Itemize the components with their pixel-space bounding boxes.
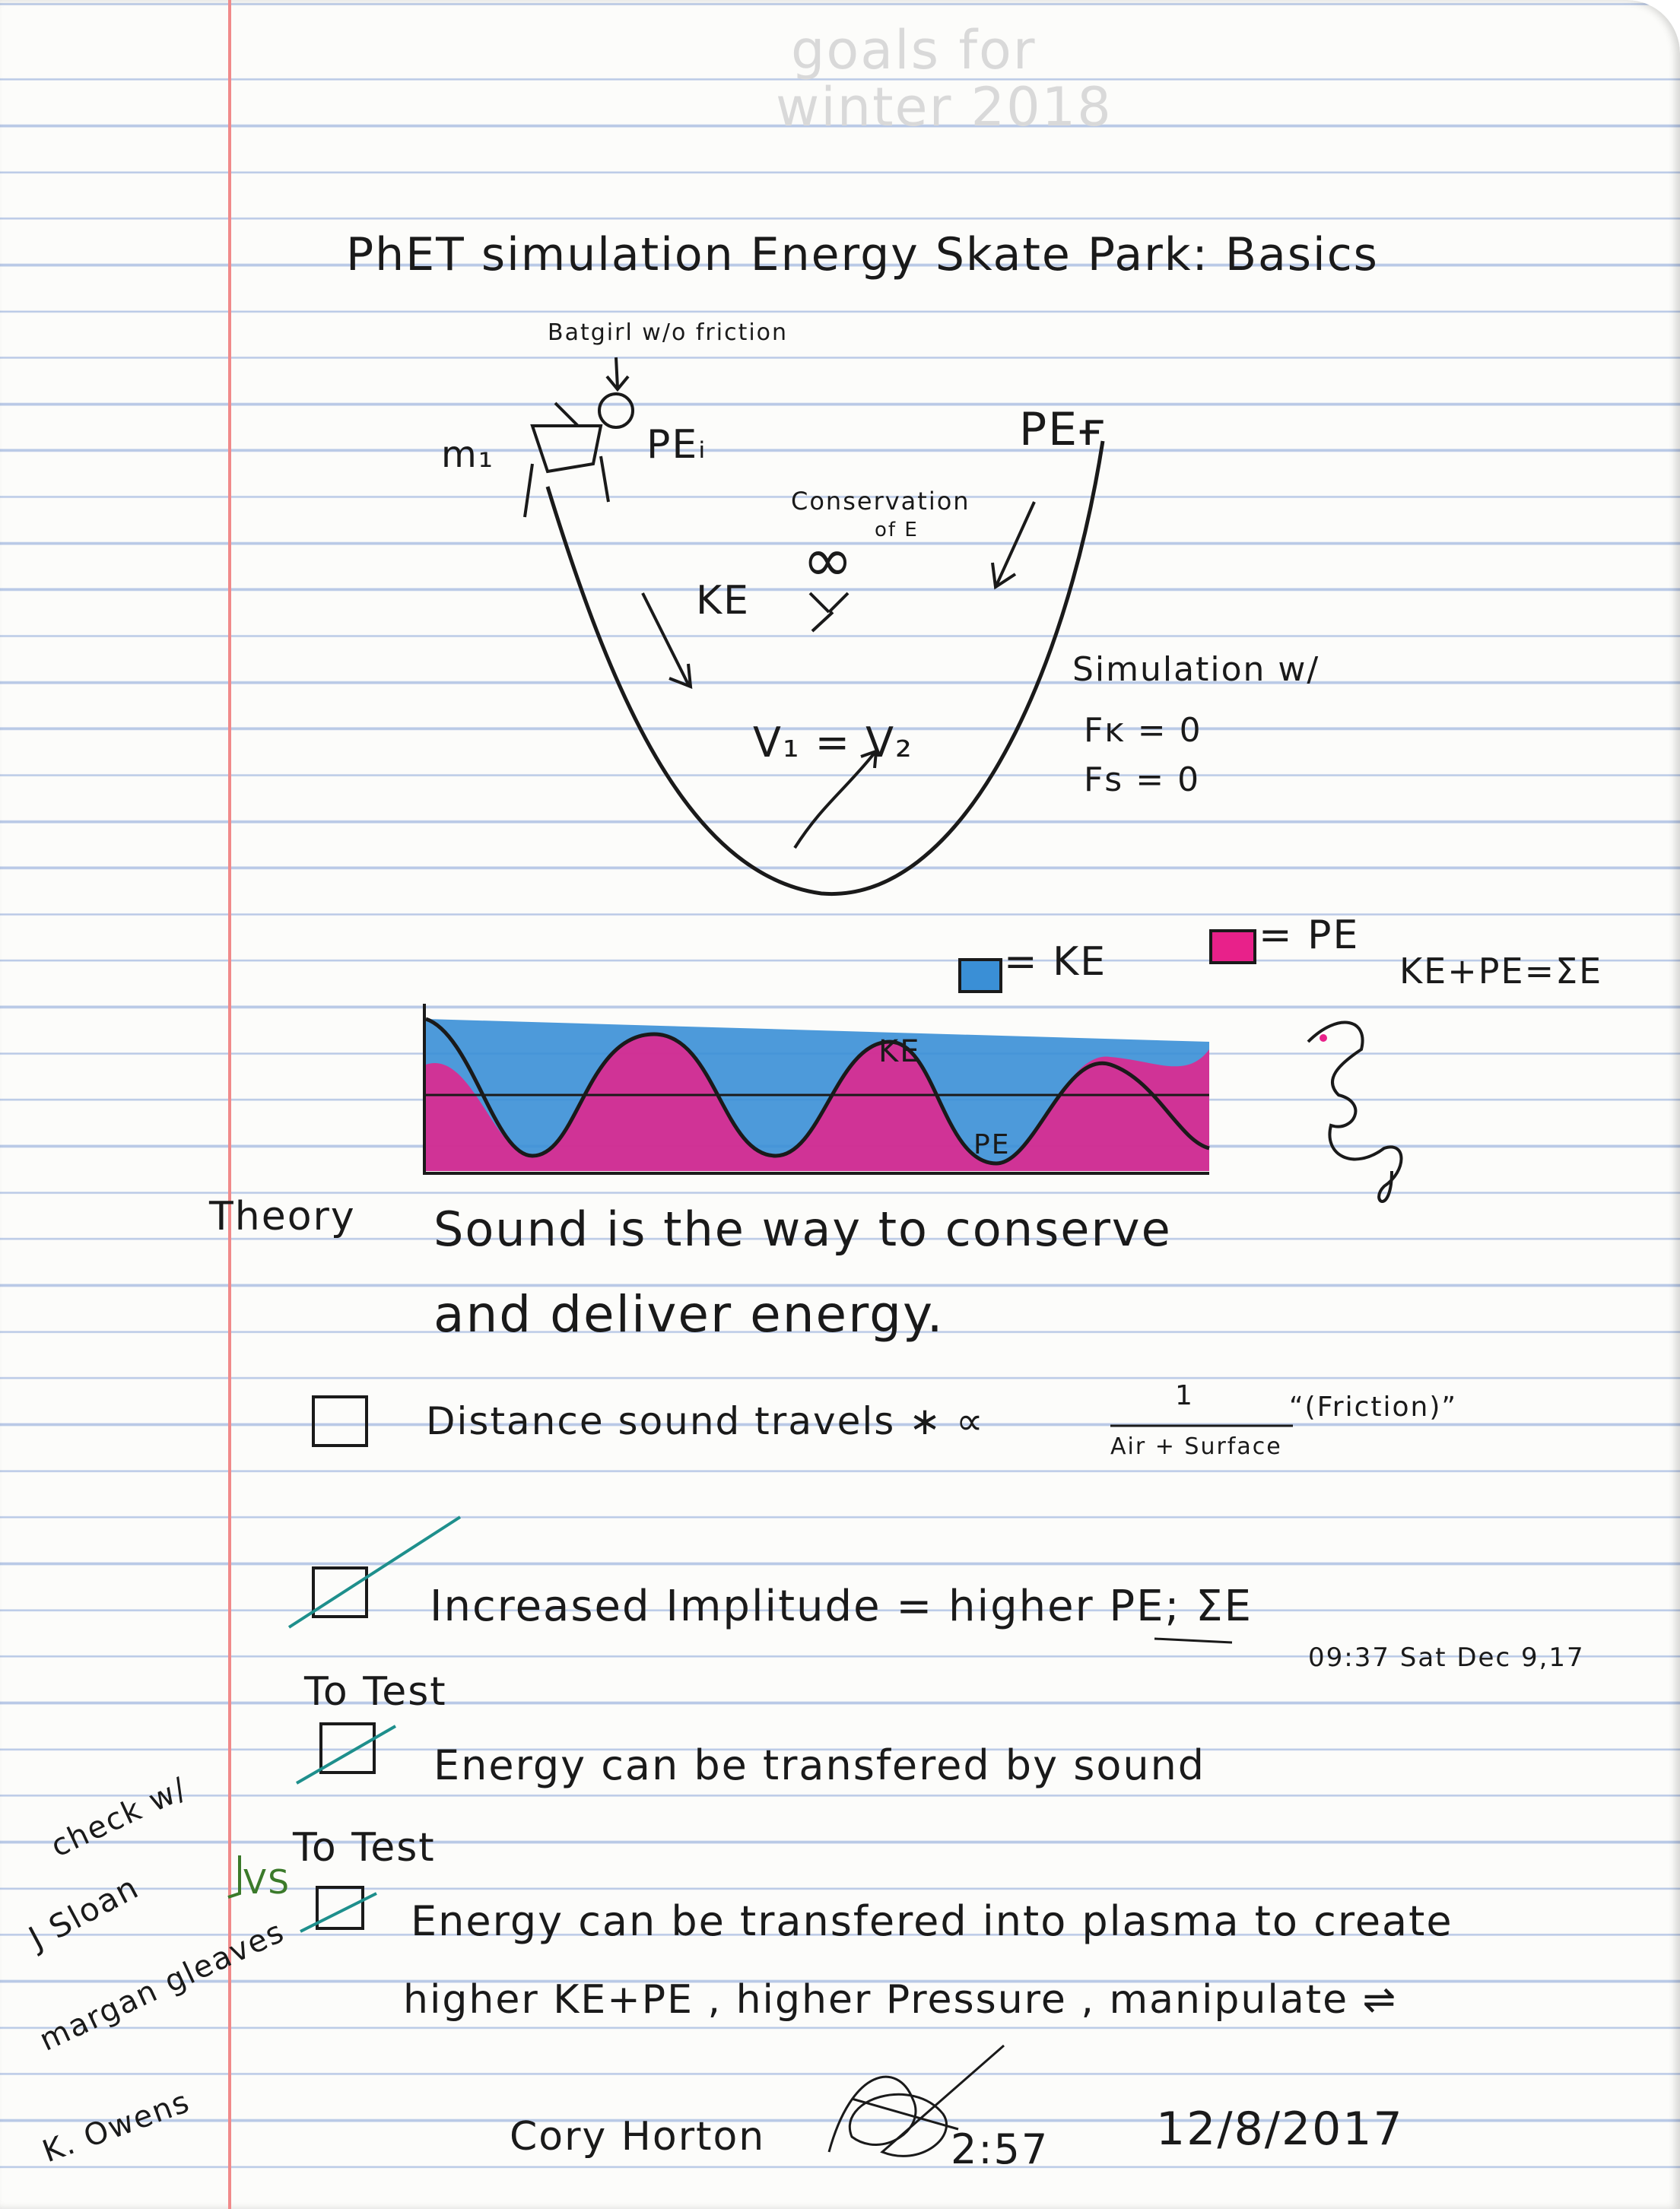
footer-name: Cory Horton <box>510 2114 766 2160</box>
wave-ke-label: KE <box>878 1034 921 1069</box>
theory-line-2: and deliver energy. <box>433 1285 945 1344</box>
wave-line <box>425 1017 1210 1166</box>
batgirl-label: Batgirl w/o friction <box>548 319 789 346</box>
label-arrow <box>605 357 630 392</box>
kinetic-friction-eq: Fᴋ = 0 <box>1084 711 1202 750</box>
item-3-checkbox[interactable] <box>319 1722 376 1774</box>
item-1-fraction-numerator: 1 <box>1175 1380 1194 1411</box>
pef-arrow <box>991 501 1036 590</box>
ke-legend-swatch <box>958 958 1002 993</box>
ke-arrow <box>641 592 693 690</box>
energy-wave-chart <box>423 1004 1210 1175</box>
theory-label: Theory <box>209 1194 356 1239</box>
pe-initial-label: PEᵢ <box>646 422 707 468</box>
energy-sum-equation: KE+PE=ΣE <box>1399 951 1603 992</box>
ke-legend-label: = KE <box>1004 939 1107 985</box>
static-friction-eq: Fꜱ = 0 <box>1084 760 1201 799</box>
pe-legend-swatch <box>1209 929 1256 964</box>
item-3-prefix: To Test <box>304 1669 447 1715</box>
page-title: PhET simulation Energy Skate Park: Basic… <box>346 228 1379 281</box>
bottom-arrow <box>793 749 878 849</box>
skate-track-curve <box>545 440 1105 896</box>
item-4-prefix: To Test <box>293 1825 436 1871</box>
vs-brace <box>227 1855 241 1899</box>
wave-pe-label: PE <box>973 1129 1011 1160</box>
conservation-arrows <box>808 592 850 633</box>
item-1-checkbox[interactable] <box>312 1395 368 1447</box>
velocity-equation: V₁ = V₂ <box>753 719 913 766</box>
item-2-checkbox[interactable] <box>312 1566 368 1618</box>
footer-date: 12/8/2017 <box>1156 2103 1404 2156</box>
item-1-fraction-denominator: Air + Surface <box>1110 1433 1282 1460</box>
theory-line-1: Sound is the way to conserve <box>433 1201 1172 1257</box>
item-2-text: Increased Implitude = higher PE; ΣE <box>430 1582 1253 1631</box>
conservation-label: Conservation <box>791 487 970 516</box>
pe-fill <box>426 1034 1209 1171</box>
margin-line <box>228 0 231 2209</box>
simulation-heading: Simulation w/ <box>1072 650 1320 689</box>
infinity-symbol: ∞ <box>802 525 855 595</box>
vs-note: VS <box>243 1863 291 1902</box>
ke-curve-label: KE <box>696 578 750 624</box>
item-4-text-line-2: higher KE+PE , higher Pressure , manipul… <box>403 1977 1398 2023</box>
footer-time: 2:57 <box>951 2125 1050 2173</box>
pe-legend-label: = PE <box>1259 912 1360 958</box>
item-1-text: Distance sound travels ∗ ∝ <box>426 1399 985 1443</box>
mass-label: m₁ <box>441 433 494 476</box>
item-2-timestamp: 09:37 Sat Dec 9,17 <box>1308 1642 1585 1673</box>
ghost-text-line-2: winter 2018 <box>776 76 1113 138</box>
item-1-fraction-note: “(Friction)” <box>1289 1392 1458 1423</box>
pe-underline <box>1154 1637 1233 1644</box>
item-4-checkbox[interactable] <box>316 1886 364 1930</box>
item-4-text-line-1: Energy can be transfered into plasma to … <box>411 1897 1453 1945</box>
pe-final-label: PEғ <box>1019 403 1107 456</box>
item-3-text: Energy can be transfered by sound <box>433 1741 1206 1789</box>
seahorse-doodle <box>1307 1020 1403 1203</box>
signature-scribble <box>827 2044 1005 2157</box>
of-e-label: of E <box>875 519 919 541</box>
batgirl-doodle <box>523 392 634 518</box>
ghost-text-line-1: goals for <box>791 19 1037 81</box>
